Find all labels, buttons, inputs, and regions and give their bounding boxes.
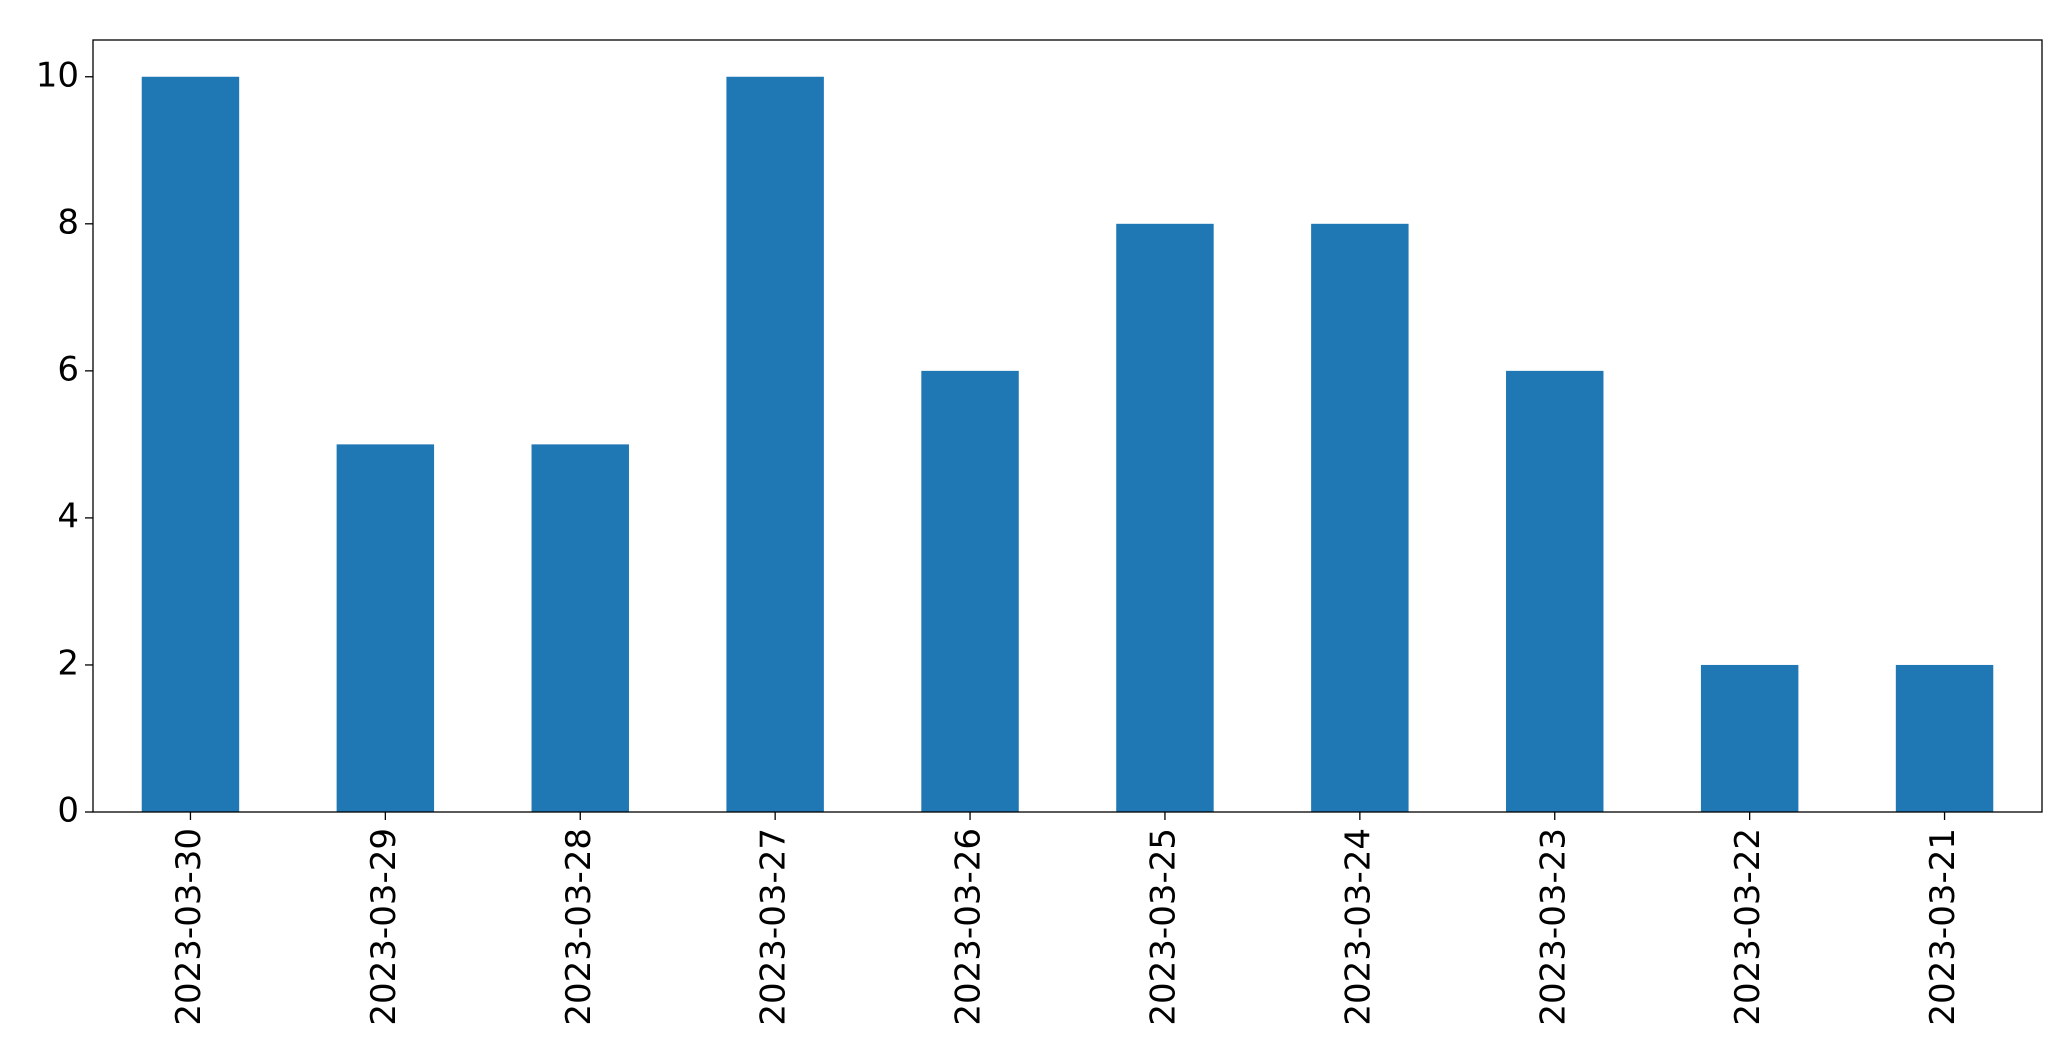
y-tick-label: 4 — [57, 496, 79, 536]
x-tick-label: 2023-03-28 — [559, 828, 599, 1026]
y-tick-label: 8 — [57, 202, 79, 242]
bar — [1700, 664, 1799, 812]
x-tick-label: 2023-03-27 — [754, 828, 794, 1026]
bar — [141, 76, 240, 812]
x-tick-label: 2023-03-30 — [169, 828, 209, 1026]
axes-frame — [92, 39, 2043, 813]
x-tick-label: 2023-03-23 — [1533, 828, 1573, 1026]
bar — [1311, 223, 1409, 813]
bar — [336, 444, 435, 812]
x-tick-label: 2023-03-29 — [364, 828, 404, 1026]
x-tick-label: 2023-03-24 — [1338, 828, 1378, 1026]
x-tick-label: 2023-03-25 — [1143, 828, 1183, 1026]
y-tick-label: 2 — [57, 643, 79, 683]
x-tick-label: 2023-03-22 — [1728, 828, 1768, 1026]
y-tick-label: 6 — [57, 349, 79, 389]
bar — [1116, 223, 1214, 813]
bar — [531, 444, 629, 812]
bar — [921, 370, 1019, 812]
x-tick-label: 2023-03-26 — [949, 828, 989, 1026]
bar — [726, 76, 824, 812]
bar — [1895, 664, 1994, 812]
y-tick-label: 10 — [36, 55, 79, 95]
plot-area — [141, 76, 1994, 813]
bar — [1506, 370, 1604, 812]
x-tick-label: 2023-03-21 — [1923, 828, 1963, 1026]
y-tick-label: 0 — [57, 791, 79, 831]
